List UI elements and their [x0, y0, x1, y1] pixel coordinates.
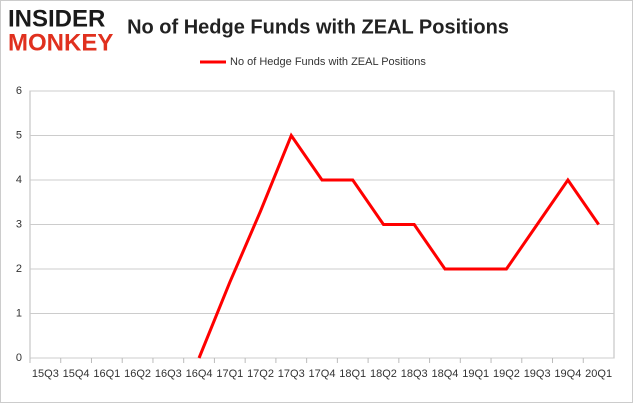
x-tick-label: 19Q2 [493, 368, 520, 380]
x-tick-label: 18Q1 [339, 368, 366, 380]
x-tick-label: 16Q1 [93, 368, 120, 380]
y-tick-label: 6 [16, 85, 22, 97]
x-tick-label: 16Q2 [124, 368, 151, 380]
y-tick-label: 5 [16, 129, 22, 141]
x-tick-label: 18Q4 [431, 368, 458, 380]
chart-title: No of Hedge Funds with ZEAL Positions [127, 16, 509, 38]
x-tick-label: 15Q3 [32, 368, 59, 380]
x-tick-label: 19Q4 [554, 368, 581, 380]
x-tick-label: 19Q3 [524, 368, 551, 380]
x-tick-label: 17Q1 [216, 368, 243, 380]
logo-top: INSIDER [8, 5, 105, 32]
x-tick-label: 20Q1 [585, 368, 612, 380]
y-tick-label: 1 [16, 307, 22, 319]
x-tick-label: 17Q3 [278, 368, 305, 380]
x-tick-label: 18Q3 [401, 368, 428, 380]
logo-bottom: MONKEY [8, 29, 113, 56]
x-tick-label: 16Q3 [155, 368, 182, 380]
y-tick-label: 4 [16, 174, 22, 186]
x-tick-label: 16Q4 [186, 368, 213, 380]
y-tick-label: 2 [16, 263, 22, 275]
y-tick-label: 3 [16, 218, 22, 230]
legend-label: No of Hedge Funds with ZEAL Positions [230, 56, 426, 68]
x-tick-label: 17Q2 [247, 368, 274, 380]
x-tick-label: 17Q4 [309, 368, 336, 380]
x-tick-label: 15Q4 [63, 368, 90, 380]
x-tick-label: 18Q2 [370, 368, 397, 380]
x-tick-label: 19Q1 [462, 368, 489, 380]
series-line [197, 132, 600, 359]
y-tick-label: 0 [16, 352, 22, 364]
